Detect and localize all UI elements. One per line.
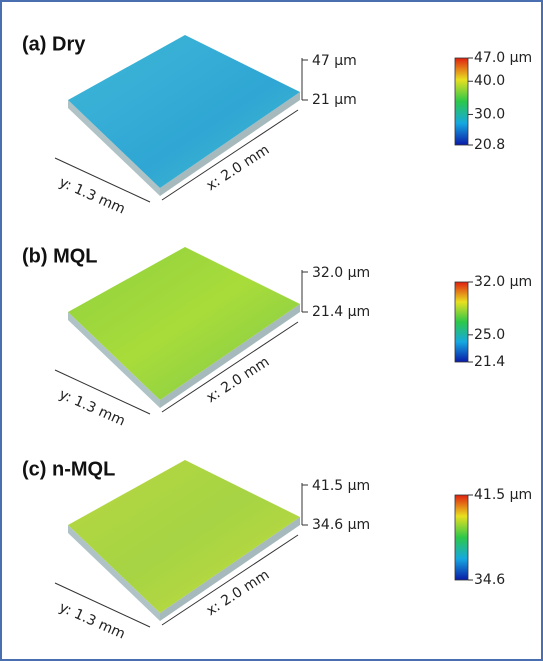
colorbar-label: 32.0 µm — [474, 274, 532, 290]
z-top-label: 41.5 µm — [312, 478, 370, 494]
z-bottom-label: 21 µm — [312, 92, 357, 108]
surface-side — [68, 312, 160, 408]
y-axis — [54, 369, 151, 415]
surface-side — [68, 525, 160, 621]
colorbar-label: 40.0 — [474, 73, 505, 89]
surface — [68, 35, 300, 188]
colorbar-label: 25.0 — [474, 327, 505, 343]
colorbar-label: 34.6 — [474, 572, 505, 588]
x-axis — [161, 534, 299, 626]
colorbar-label: 41.5 µm — [474, 487, 532, 503]
surface — [68, 247, 300, 400]
y-axis-label: y: 1.3 mm — [57, 174, 128, 217]
z-bottom-label: 34.6 µm — [312, 517, 370, 533]
colorbar — [454, 57, 469, 146]
colorbar-label: 21.4 — [474, 354, 505, 370]
colorbar-label: 47.0 µm — [474, 50, 532, 66]
y-axis — [54, 582, 151, 628]
colorbar-label: 20.8 — [474, 137, 505, 153]
surface-side — [160, 517, 300, 621]
y-axis-label: y: 1.3 mm — [57, 386, 128, 429]
z-bottom-label: 21.4 µm — [312, 304, 370, 320]
colorbar — [454, 281, 469, 363]
colorbar — [454, 494, 469, 581]
surface-side — [160, 92, 300, 196]
z-top-label: 47 µm — [312, 53, 357, 69]
surface-side — [68, 100, 160, 196]
panel-label: (a) Dry — [22, 33, 86, 55]
x-axis — [161, 321, 299, 413]
y-axis-label: y: 1.3 mm — [57, 599, 128, 642]
z-top-label: 32.0 µm — [312, 265, 370, 281]
colorbar-label: 30.0 — [474, 106, 505, 122]
surface — [68, 460, 300, 613]
x-axis — [161, 109, 299, 201]
surface-side — [160, 304, 300, 408]
panel-label: (b) MQL — [22, 245, 98, 267]
panel-label: (c) n-MQL — [22, 458, 115, 480]
y-axis — [54, 157, 151, 203]
